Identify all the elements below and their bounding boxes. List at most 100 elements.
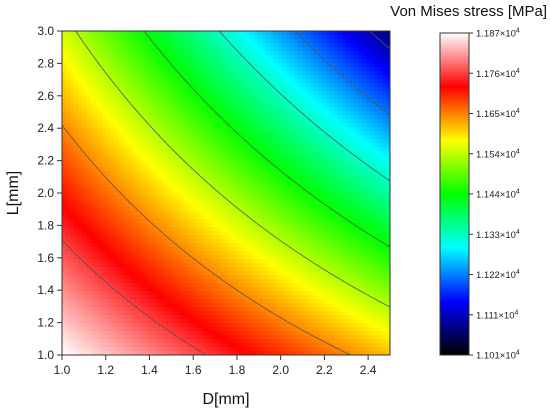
contour-cell — [118, 87, 123, 92]
contour-cell — [78, 347, 83, 352]
contour-cell — [214, 187, 219, 192]
contour-cell — [206, 135, 211, 140]
contour-cell — [178, 163, 183, 168]
contour-cell — [70, 319, 75, 324]
contour-cell — [170, 39, 175, 44]
contour-cell — [190, 91, 195, 96]
contour-cell — [198, 231, 203, 236]
contour-cell — [286, 119, 291, 124]
contour-cell — [218, 311, 223, 316]
contour-cell — [234, 211, 239, 216]
contour-cell — [250, 123, 255, 128]
contour-cell — [202, 287, 207, 292]
contour-cell — [90, 339, 95, 344]
contour-cell — [302, 159, 307, 164]
contour-cell — [82, 239, 87, 244]
contour-cell — [106, 235, 111, 240]
contour-cell — [138, 31, 143, 36]
contour-cell — [262, 171, 267, 176]
contour-cell — [298, 267, 303, 272]
contour-cell — [198, 31, 203, 36]
contour-cell — [94, 299, 99, 304]
contour-cell — [178, 175, 183, 180]
contour-cell — [134, 87, 139, 92]
contour-cell — [142, 159, 147, 164]
contour-cell — [222, 155, 227, 160]
contour-cell — [190, 347, 195, 352]
contour-cell — [82, 331, 87, 336]
contour-cell — [146, 71, 151, 76]
contour-cell — [242, 63, 247, 68]
contour-cell — [150, 351, 155, 355]
contour-cell — [182, 35, 187, 40]
contour-cell — [114, 199, 119, 204]
contour-cell — [62, 343, 67, 348]
contour-cell — [66, 239, 71, 244]
contour-cell — [230, 231, 235, 236]
contour-cell — [126, 215, 131, 220]
contour-cell — [118, 99, 123, 104]
contour-cell — [306, 171, 311, 176]
contour-cell — [214, 263, 219, 268]
contour-cell — [210, 267, 215, 272]
contour-cell — [62, 31, 67, 36]
contour-cell — [122, 87, 127, 92]
contour-cell — [182, 259, 187, 264]
contour-cell — [150, 327, 155, 332]
contour-cell — [150, 287, 155, 292]
contour-cell — [206, 79, 211, 84]
contour-cell — [230, 227, 235, 232]
contour-cell — [118, 223, 123, 228]
contour-cell — [126, 47, 131, 52]
contour-cell — [226, 115, 231, 120]
contour-cell — [186, 83, 191, 88]
contour-cell — [274, 155, 279, 160]
contour-cell — [78, 291, 83, 296]
contour-fill — [62, 31, 390, 355]
contour-cell — [190, 195, 195, 200]
contour-cell — [214, 315, 219, 320]
contour-cell — [226, 195, 231, 200]
contour-cell — [182, 39, 187, 44]
contour-cell — [262, 163, 267, 168]
contour-cell — [74, 215, 79, 220]
contour-cell — [74, 39, 79, 44]
contour-cell — [214, 171, 219, 176]
contour-cell — [102, 135, 107, 140]
contour-cell — [202, 227, 207, 232]
contour-cell — [290, 75, 295, 80]
contour-cell — [166, 175, 171, 180]
contour-cell — [218, 263, 223, 268]
contour-cell — [146, 263, 151, 268]
contour-cell — [226, 163, 231, 168]
contour-cell — [174, 203, 179, 208]
contour-cell — [82, 335, 87, 340]
contour-cell — [138, 143, 143, 148]
contour-cell — [290, 331, 295, 336]
contour-cell — [290, 47, 295, 52]
contour-cell — [210, 275, 215, 280]
contour-cell — [90, 311, 95, 316]
contour-cell — [230, 63, 235, 68]
contour-cell — [102, 71, 107, 76]
contour-cell — [202, 187, 207, 192]
contour-cell — [178, 231, 183, 236]
contour-cell — [110, 87, 115, 92]
contour-cell — [166, 43, 171, 48]
contour-cell — [298, 131, 303, 136]
contour-cell — [102, 187, 107, 192]
contour-cell — [178, 267, 183, 272]
contour-cell — [286, 151, 291, 156]
contour-cell — [146, 87, 151, 92]
contour-cell — [262, 151, 267, 156]
contour-cell — [170, 339, 175, 344]
contour-cell — [102, 267, 107, 272]
contour-cell — [122, 119, 127, 124]
contour-cell — [250, 227, 255, 232]
contour-cell — [78, 219, 83, 224]
contour-cell — [170, 55, 175, 60]
contour-cell — [62, 135, 67, 140]
contour-cell — [278, 283, 283, 288]
contour-cell — [246, 331, 251, 336]
contour-cell — [242, 123, 247, 128]
